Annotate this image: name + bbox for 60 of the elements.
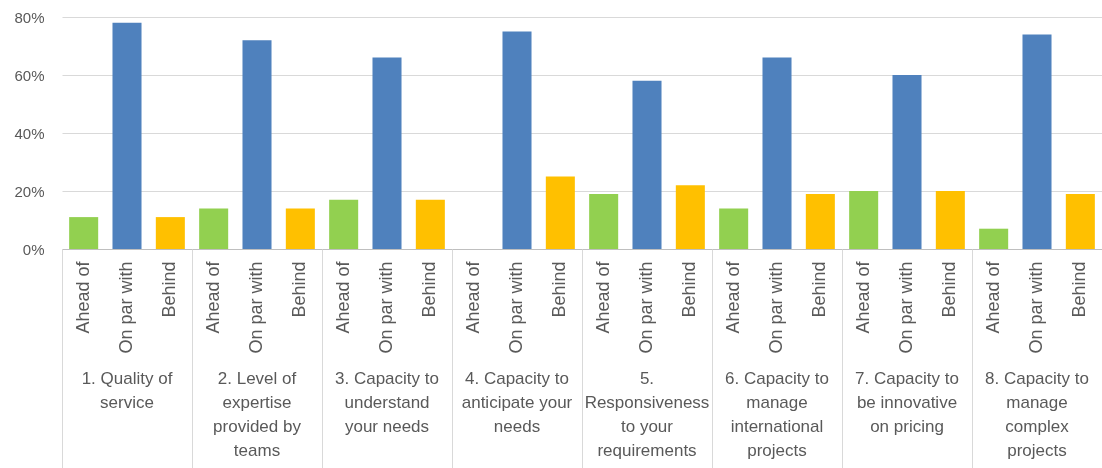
bar: [849, 191, 879, 249]
bar: [285, 208, 315, 249]
x-tick-label: Ahead of: [332, 260, 353, 334]
bar: [112, 22, 142, 249]
bar: [935, 191, 965, 249]
x-tick-label: Behind: [809, 261, 830, 318]
x-tick-label: On par with: [116, 261, 136, 354]
text: 1. Quality of service: [81, 369, 173, 412]
x-tick-label: Ahead of: [592, 260, 613, 334]
bar: [155, 217, 185, 249]
bar: [502, 31, 532, 249]
text: 7. Capacity to be innovative on pricing: [855, 369, 959, 436]
x-tick-label: Ahead of: [722, 260, 743, 334]
bar: [589, 193, 619, 249]
text: 8. Capacity to manage complex projects: [985, 369, 1089, 460]
x-tick-label: Behind: [939, 261, 960, 318]
bar: [892, 75, 922, 249]
x-tick-label: On par with: [636, 261, 656, 354]
x-tick-label: On par with: [766, 261, 786, 354]
text: 4. Capacity to anticipate your needs: [461, 369, 573, 436]
y-tick-label: 20%: [14, 182, 45, 200]
x-tick-label: Ahead of: [462, 260, 483, 334]
bar: [805, 193, 835, 249]
bar: [1065, 193, 1095, 249]
bar: [675, 185, 705, 249]
x-tick-label: Behind: [1069, 261, 1090, 318]
text: 5. Responsiveness to your requirements: [584, 369, 710, 460]
bar: [415, 199, 445, 249]
bar: [632, 80, 662, 249]
x-tick-label: Behind: [419, 261, 440, 318]
y-tick-label: 40%: [14, 124, 45, 142]
bar: [1022, 34, 1052, 249]
x-tick-label: Behind: [159, 261, 180, 318]
y-tick-label: 80%: [14, 8, 45, 26]
x-tick-label: Behind: [289, 261, 310, 318]
y-tick-label: 0%: [22, 240, 45, 258]
bar: [545, 176, 575, 249]
x-tick-label: Behind: [679, 261, 700, 318]
x-tick-label: On par with: [896, 261, 916, 354]
x-tick-label: Ahead of: [202, 260, 223, 334]
text: 2. Level of expertise provided by teams: [213, 369, 302, 460]
bar: [372, 57, 402, 249]
x-tick-label: Behind: [549, 261, 570, 318]
x-tick-label: Ahead of: [982, 260, 1003, 334]
bar: [719, 208, 749, 249]
x-tick-label: On par with: [1026, 261, 1046, 354]
x-tick-label: Ahead of: [852, 260, 873, 334]
bar: [329, 199, 359, 249]
bar: [69, 217, 99, 249]
text: 3. Capacity to understand your needs: [335, 369, 439, 436]
x-tick-label: On par with: [506, 261, 526, 354]
x-tick-label: On par with: [246, 261, 266, 354]
text: 6. Capacity to manage international projects: [725, 369, 829, 460]
bar: [979, 228, 1009, 249]
bar: [242, 40, 272, 249]
y-tick-label: 60%: [14, 66, 45, 84]
x-tick-label: Ahead of: [72, 260, 93, 334]
bar: [762, 57, 792, 249]
x-tick-label: On par with: [376, 261, 396, 354]
bar: [199, 208, 229, 249]
